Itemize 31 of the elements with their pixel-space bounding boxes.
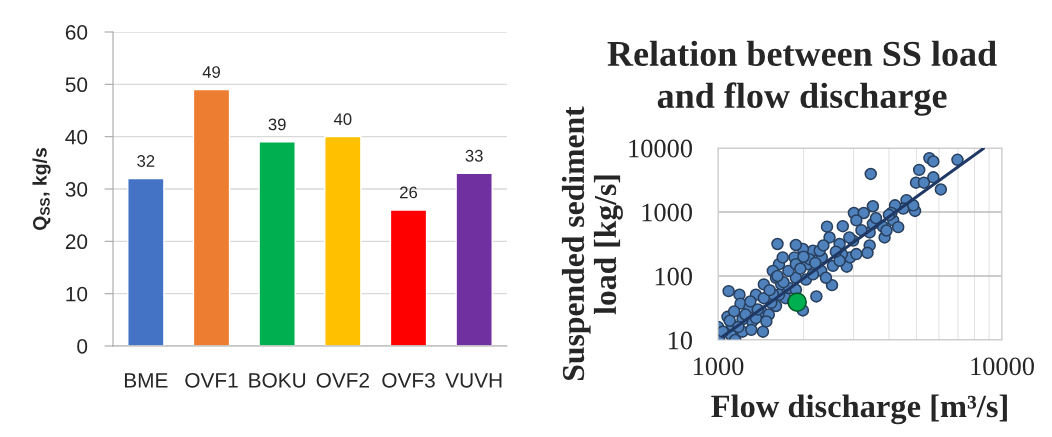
x-tick-label: OVF3 (382, 372, 435, 388)
y-axis-title: Q$_{SS}$, kg/s (32, 148, 51, 231)
bar (127, 177, 165, 346)
y-tick-label: 40 (65, 129, 88, 145)
bar (258, 141, 296, 346)
x-tick-label: OVF2 (316, 372, 369, 388)
bar (389, 209, 428, 346)
y-tick-label: 10 (66, 286, 88, 302)
y-tick-label: 60 (65, 25, 88, 40)
y-tick-label: 100 (655, 267, 692, 286)
bar (455, 172, 493, 346)
x-tick-label: VUVH (445, 373, 502, 388)
data-label: 33 (465, 149, 483, 162)
bar (192, 88, 231, 346)
y-tick-label: 50 (65, 77, 88, 93)
x-tick-label: BOKU (249, 372, 306, 388)
y-tick-label: 30 (65, 182, 88, 197)
y-tick-label: 0 (77, 339, 88, 354)
data-label: 40 (333, 113, 352, 126)
y-tick-label: 10 (668, 331, 692, 350)
y-tick-label: 20 (65, 234, 88, 250)
data-label: 49 (202, 66, 220, 78)
data-label: 39 (268, 118, 286, 131)
data-label: 26 (400, 186, 418, 199)
bar (324, 135, 362, 346)
y-tick-label: 10000 (629, 139, 692, 158)
x-tick-label: OVF1 (185, 372, 238, 388)
x-axis-title: Flow discharge [m³/s] (711, 394, 1007, 425)
x-tick-label: BME (124, 373, 168, 388)
data-label: 32 (137, 155, 155, 167)
y-tick-label: 1000 (642, 203, 692, 222)
